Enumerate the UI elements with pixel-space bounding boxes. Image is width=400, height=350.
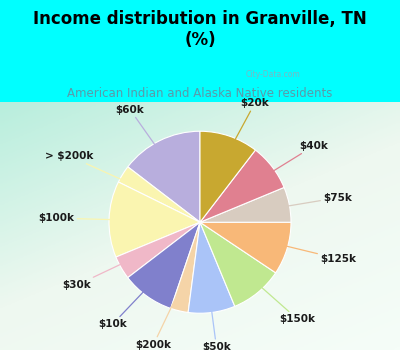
Text: $100k: $100k: [38, 213, 150, 223]
Text: American Indian and Alaska Native residents: American Indian and Alaska Native reside…: [67, 88, 333, 100]
Text: > $200k: > $200k: [45, 151, 158, 196]
Text: $10k: $10k: [98, 263, 171, 329]
Wedge shape: [200, 188, 291, 222]
Text: $150k: $150k: [232, 261, 316, 324]
Wedge shape: [109, 182, 200, 257]
Wedge shape: [200, 222, 291, 273]
Text: $50k: $50k: [202, 272, 231, 350]
Text: Income distribution in Granville, TN
(%): Income distribution in Granville, TN (%): [33, 10, 367, 49]
Text: $200k: $200k: [136, 271, 189, 350]
Wedge shape: [128, 222, 200, 308]
Wedge shape: [200, 222, 276, 306]
Wedge shape: [171, 222, 200, 313]
Text: $40k: $40k: [240, 141, 328, 192]
Text: $20k: $20k: [216, 98, 269, 175]
Wedge shape: [116, 222, 200, 278]
Wedge shape: [200, 150, 284, 222]
Text: City-Data.com: City-Data.com: [246, 70, 300, 79]
Text: $125k: $125k: [248, 237, 356, 264]
Wedge shape: [188, 222, 235, 313]
Wedge shape: [200, 131, 255, 222]
Wedge shape: [128, 131, 200, 222]
Wedge shape: [118, 167, 200, 222]
Text: $60k: $60k: [116, 105, 178, 177]
Text: $75k: $75k: [249, 193, 352, 212]
Text: $30k: $30k: [62, 247, 157, 290]
